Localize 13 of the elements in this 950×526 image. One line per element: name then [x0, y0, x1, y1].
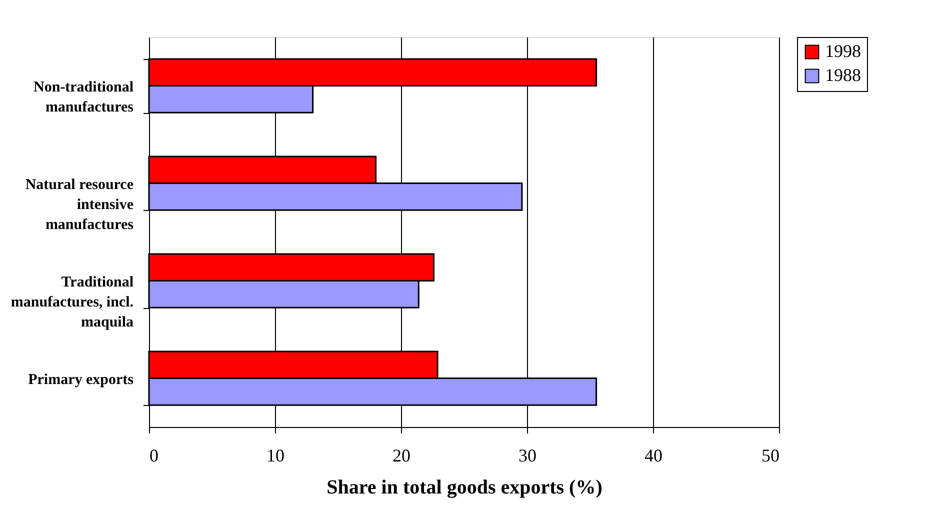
- legend-label: 1998: [825, 41, 861, 61]
- y-tick-label: Primary exports: [28, 372, 134, 388]
- x-tick-label: 10: [266, 446, 284, 466]
- y-tick-label: Natural resource intensive manufactures: [25, 176, 134, 233]
- legend-label: 1988: [825, 65, 861, 85]
- y-tick-label: Non-traditional manufactures: [33, 79, 134, 116]
- x-tick-label: 20: [392, 446, 410, 466]
- x-axis-title: Share in total goods exports (%): [326, 476, 602, 498]
- x-tick-label: 30: [518, 446, 536, 466]
- y-tick-label: Traditional manufactures, incl. maquila: [10, 274, 134, 330]
- x-tick-label: 40: [644, 446, 662, 466]
- x-tick-label: 0: [150, 446, 158, 466]
- x-tick-label: 50: [762, 446, 780, 466]
